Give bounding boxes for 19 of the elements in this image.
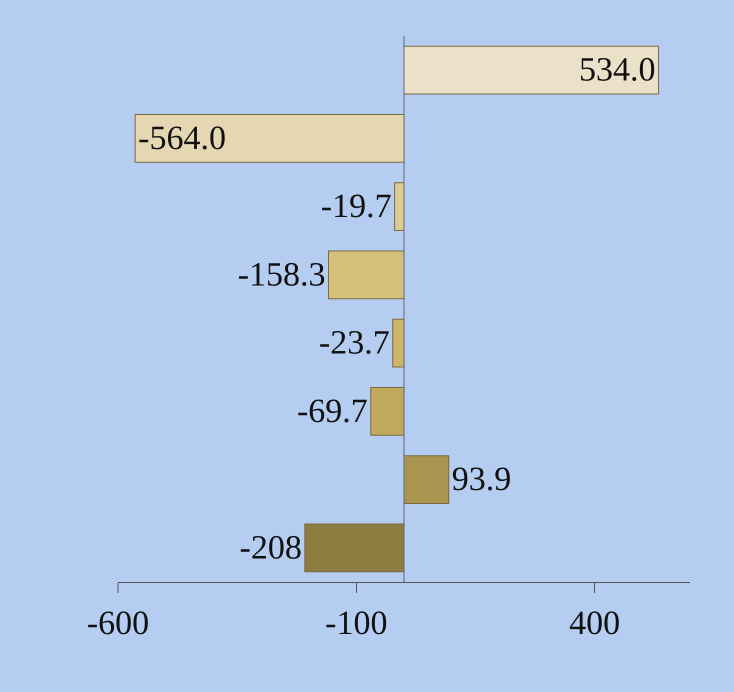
data-label: -158.3 (238, 256, 326, 294)
data-label: -19.7 (320, 188, 392, 226)
data-label: 93.9 (452, 461, 512, 498)
bar (404, 46, 660, 95)
bar (392, 318, 404, 368)
bar (328, 250, 404, 300)
bar (404, 455, 450, 504)
data-label: -23.7 (318, 324, 390, 362)
bar (394, 182, 404, 232)
bar (370, 386, 404, 436)
bar (304, 523, 404, 572)
x-tick-label: 400 (569, 604, 620, 642)
x-tick-label: -600 (86, 604, 150, 642)
data-label: -69.7 (296, 392, 368, 430)
data-label: 534.0 (579, 52, 656, 89)
x-tick-label: -100 (325, 604, 388, 642)
data-label: -564.0 (138, 120, 226, 157)
data-label: -208 (240, 529, 302, 566)
bar (134, 114, 404, 163)
